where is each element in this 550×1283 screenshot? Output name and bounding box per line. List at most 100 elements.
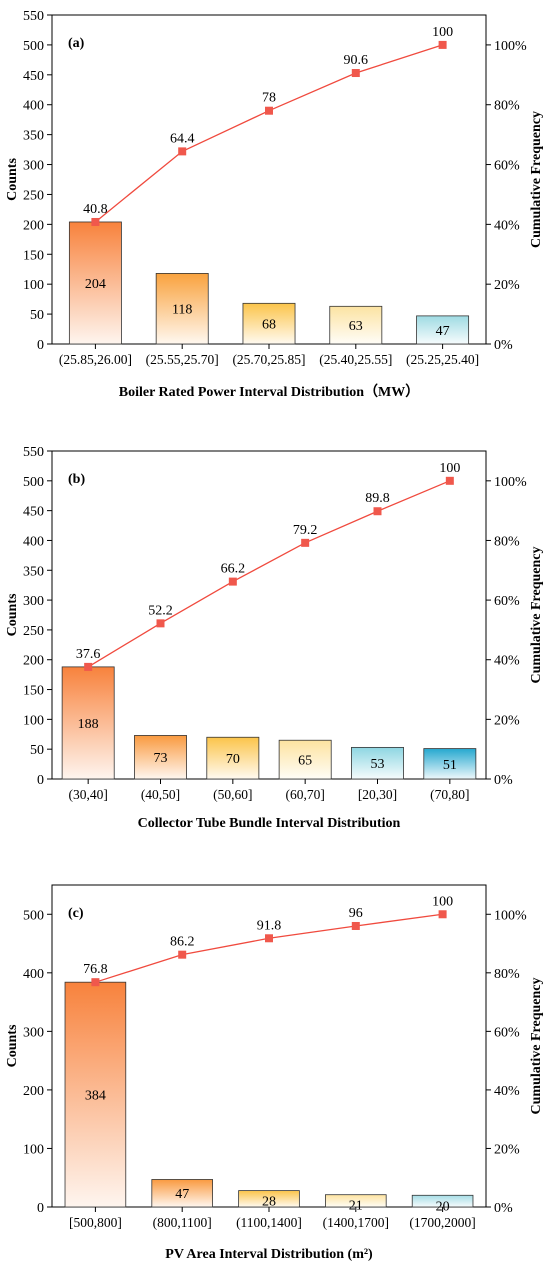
cumulative-value-label: 91.8 bbox=[257, 918, 282, 933]
cumulative-value-label: 100 bbox=[432, 894, 453, 909]
y-axis-title: Counts bbox=[5, 593, 20, 636]
x-axis-title: Boiler Rated Power Interval Distribution… bbox=[119, 384, 419, 400]
bar bbox=[329, 305, 383, 345]
cumulative-value-label: 96 bbox=[349, 906, 363, 921]
y2-tick-label: 20% bbox=[494, 278, 520, 293]
bar bbox=[151, 1179, 213, 1208]
cumulative-marker bbox=[351, 69, 360, 78]
cumulative-marker bbox=[351, 921, 360, 930]
cumulative-value-label: 90.6 bbox=[344, 53, 369, 68]
bar-value-label: 70 bbox=[226, 752, 240, 767]
y2-axis-title: Cumulative Frequency bbox=[529, 111, 544, 248]
panel-label: (a) bbox=[68, 36, 85, 51]
cumulative-marker bbox=[178, 147, 187, 156]
y2-tick-label: 80% bbox=[494, 534, 520, 549]
y-tick-label: 300 bbox=[23, 159, 44, 174]
y-tick-label: 500 bbox=[23, 39, 44, 54]
y-tick-label: 150 bbox=[23, 248, 44, 263]
y-tick-label: 400 bbox=[23, 534, 44, 549]
x-tick-label: (1400,1700] bbox=[323, 1215, 389, 1230]
cumulative-marker bbox=[84, 662, 93, 671]
y2-tick-label: 40% bbox=[494, 1084, 520, 1099]
y-tick-label: 50 bbox=[30, 308, 44, 323]
y-tick-label: 500 bbox=[23, 908, 44, 923]
y-tick-label: 250 bbox=[23, 624, 44, 639]
y-tick-label: 150 bbox=[23, 684, 44, 699]
y-tick-label: 300 bbox=[23, 1025, 44, 1040]
x-tick-label: (30,40] bbox=[68, 787, 107, 802]
bar-value-label: 63 bbox=[349, 319, 363, 334]
x-tick-label: (25.55,25.70] bbox=[146, 352, 219, 367]
bar bbox=[242, 302, 296, 345]
bar-value-label: 384 bbox=[85, 1089, 106, 1104]
bar-value-label: 73 bbox=[154, 751, 168, 766]
bar bbox=[134, 735, 187, 780]
y2-tick-label: 80% bbox=[494, 99, 520, 114]
cumulative-marker bbox=[438, 40, 447, 49]
bar bbox=[64, 981, 127, 1208]
y-tick-label: 100 bbox=[23, 278, 44, 293]
chart-c-svg: 0 100 200 300 400 500 0% 20% 40% 60% 80% 100% 384 [50… bbox=[5, 884, 544, 1262]
y2-tick-label: 100% bbox=[494, 908, 527, 923]
chart-panel-a: 0 50 100 150 200 250 300 350 400 450 500 550 0% 20% 40… bbox=[0, 0, 550, 430]
cumulative-marker bbox=[91, 978, 100, 987]
y2-tick-label: 0% bbox=[494, 338, 513, 353]
chart-panel-c: 0 100 200 300 400 500 0% 20% 40% 60% 80% 100% 384 [50… bbox=[0, 870, 550, 1278]
y-tick-label: 450 bbox=[23, 69, 44, 84]
cumulative-value-label: 76.8 bbox=[83, 962, 108, 977]
y2-tick-label: 60% bbox=[494, 159, 520, 174]
cumulative-marker bbox=[438, 910, 447, 919]
y-tick-label: 300 bbox=[23, 594, 44, 609]
cumulative-value-label: 100 bbox=[432, 25, 453, 40]
cumulative-value-label: 79.2 bbox=[293, 523, 318, 538]
y2-tick-label: 100% bbox=[494, 39, 527, 54]
y2-tick-label: 20% bbox=[494, 1142, 520, 1157]
y2-tick-label: 100% bbox=[494, 475, 527, 490]
bar bbox=[68, 221, 122, 345]
y2-tick-label: 40% bbox=[494, 218, 520, 233]
y2-tick-label: 60% bbox=[494, 594, 520, 609]
bar-value-label: 65 bbox=[298, 754, 312, 769]
y-tick-label: 450 bbox=[23, 505, 44, 520]
x-tick-label: (1100,1400] bbox=[236, 1215, 302, 1230]
x-axis-title: PV Area Interval Distribution (m²) bbox=[165, 1247, 373, 1262]
cumulative-value-label: 40.8 bbox=[83, 202, 108, 217]
bar-value-label: 51 bbox=[443, 758, 457, 773]
y-tick-label: 100 bbox=[23, 713, 44, 728]
bar bbox=[206, 736, 260, 780]
y-tick-label: 350 bbox=[23, 129, 44, 144]
bar bbox=[351, 746, 404, 780]
cumulative-line bbox=[94, 44, 443, 223]
cumulative-marker bbox=[445, 476, 454, 485]
y2-tick-label: 0% bbox=[494, 1201, 513, 1216]
cumulative-marker bbox=[91, 217, 100, 226]
cumulative-marker bbox=[156, 619, 165, 628]
x-tick-label: (1700,2000] bbox=[409, 1215, 475, 1230]
y-tick-label: 350 bbox=[23, 564, 44, 579]
cumulative-value-label: 100 bbox=[439, 461, 460, 476]
chart-a-svg: 0 50 100 150 200 250 300 350 400 450 500 550 0% 20% 40… bbox=[5, 9, 544, 400]
y-tick-label: 50 bbox=[30, 743, 44, 758]
bar-value-label: 53 bbox=[371, 757, 385, 772]
cumulative-value-label: 64.4 bbox=[170, 131, 195, 146]
y-tick-label: 550 bbox=[23, 9, 44, 24]
cumulative-value-label: 86.2 bbox=[170, 935, 195, 950]
bar-value-label: 20 bbox=[436, 1199, 450, 1214]
x-tick-label: (25.70,25.85] bbox=[232, 352, 305, 367]
bar-value-label: 118 bbox=[172, 303, 192, 318]
panel-label: (b) bbox=[68, 472, 85, 487]
cumulative-value-label: 66.2 bbox=[221, 562, 246, 577]
y2-axis-title: Cumulative Frequency bbox=[529, 546, 544, 683]
cumulative-marker bbox=[301, 538, 310, 547]
x-tick-label: (25.85,26.00] bbox=[59, 352, 132, 367]
x-tick-label: (70,80] bbox=[430, 787, 469, 802]
x-tick-label: (25.40,25.55] bbox=[319, 352, 392, 367]
bar-value-label: 68 bbox=[262, 318, 276, 333]
y2-tick-label: 0% bbox=[494, 773, 513, 788]
x-tick-label: [500,800] bbox=[69, 1215, 122, 1230]
bar-value-label: 28 bbox=[262, 1195, 276, 1210]
plot-frame bbox=[51, 450, 487, 780]
cumulative-marker bbox=[265, 934, 273, 943]
y2-tick-label: 20% bbox=[494, 713, 520, 728]
y-tick-label: 200 bbox=[23, 1084, 44, 1099]
